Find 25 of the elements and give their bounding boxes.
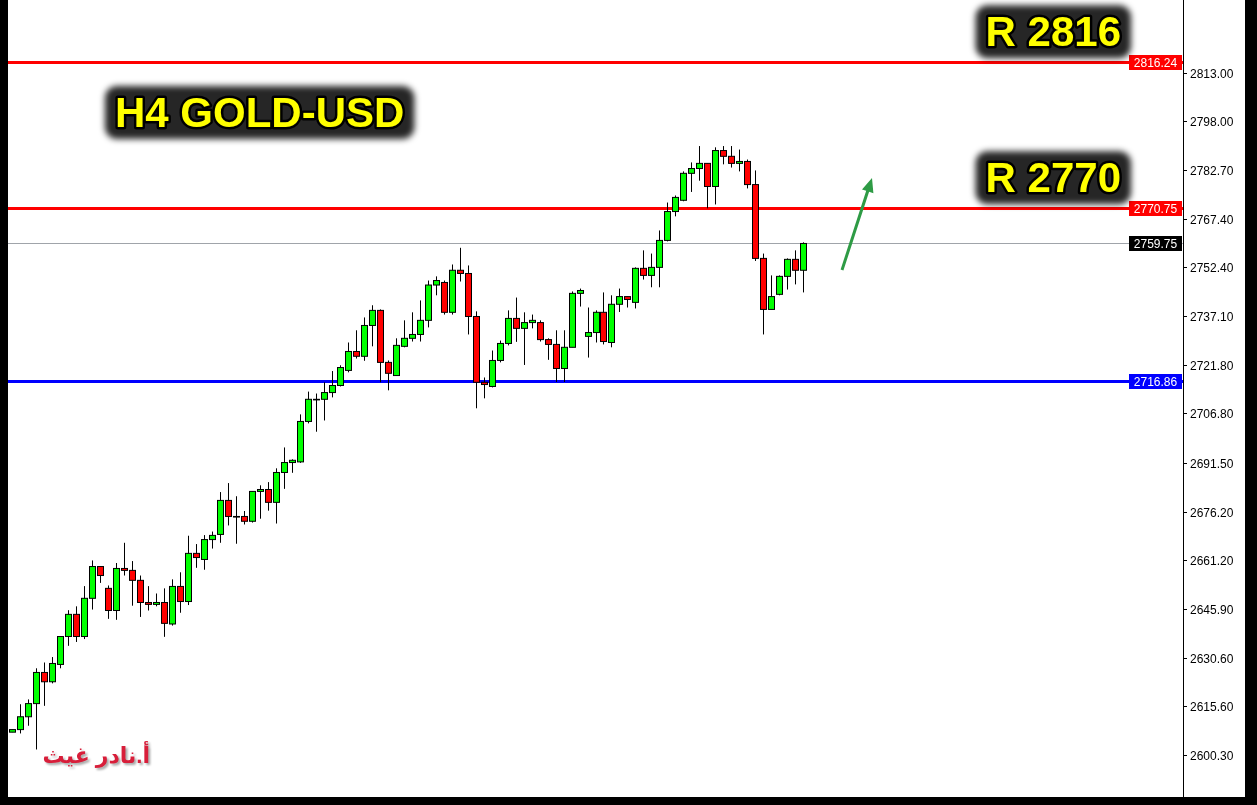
y-tick-label: 2737.10 [1190,310,1234,324]
ref-line-label: 2816.24 [1133,56,1178,70]
y-tick-label: 2782.70 [1190,164,1234,178]
y-tick-label: 2630.60 [1190,652,1234,666]
y-tick-label: 2661.20 [1190,554,1234,568]
y-tick-label: 2752.40 [1190,261,1234,275]
y-tick-label: 2706.80 [1190,407,1234,421]
y-tick-label: 2615.60 [1190,700,1234,714]
annotation: R 2770 [975,151,1131,205]
annotation: أ.نادر غيث [42,743,150,768]
y-tick-label: 2798.00 [1190,115,1234,129]
y-tick-label: 2721.80 [1190,359,1234,373]
y-tick-label: 2767.40 [1190,213,1234,227]
title: H4 GOLD-USD [105,86,415,139]
annotation: R 2816 [975,5,1131,59]
y-tick-label: 2813.00 [1190,67,1234,81]
y-tick-label: 2691.50 [1190,457,1234,471]
y-tick-label: 2645.90 [1190,603,1234,617]
ref-line-label: 2716.86 [1133,375,1178,389]
ref-line-label: 2770.75 [1133,202,1178,216]
annotation: R 2770 [985,154,1121,202]
annotation: R 2816 [985,8,1121,56]
ref-line-label: 2759.75 [1133,237,1178,251]
y-tick-label: 2676.20 [1190,506,1234,520]
y-tick-label: 2600.30 [1190,749,1234,763]
